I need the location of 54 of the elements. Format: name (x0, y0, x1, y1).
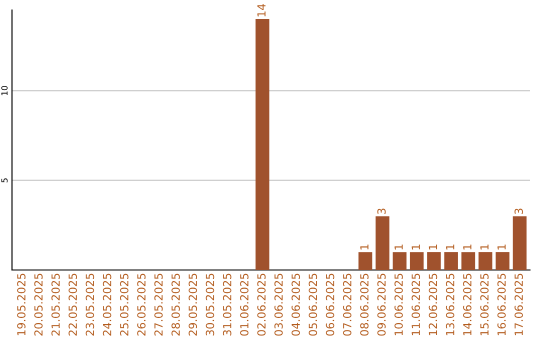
x-tick-label: 03.06.2025 (274, 274, 283, 336)
x-tick-label: 28.05.2025 (171, 274, 180, 336)
bar (376, 216, 390, 270)
x-tick-label: 13.06.2025 (446, 274, 454, 336)
y-tick-label: 10 (1, 86, 8, 96)
x-tick-label: 16.06.2025 (497, 274, 506, 336)
x-tick-label: 31.05.2025 (222, 274, 232, 336)
x-tick-label: 29.05.2025 (188, 274, 198, 336)
x-tick-label: 17.06.2025 (514, 274, 523, 336)
data-label: 1 (480, 244, 488, 250)
x-tick-label: 11.06.2025 (412, 274, 420, 336)
x-tick-label: 19.05.2025 (17, 274, 26, 336)
x-tick-label: 30.05.2025 (206, 274, 214, 336)
x-tick-label: 14.06.2025 (463, 274, 472, 336)
x-tick-label: 24.05.2025 (102, 274, 112, 336)
x-tick-label: 23.05.2025 (86, 274, 94, 336)
data-label: 1 (412, 244, 420, 250)
bar (410, 252, 424, 270)
data-label: 1 (428, 244, 438, 250)
data-label: 1 (360, 244, 368, 250)
data-label: 1 (498, 244, 506, 250)
data-label: 14 (257, 4, 266, 16)
bar (444, 252, 458, 270)
x-tick-label: 25.05.2025 (120, 274, 128, 336)
x-tick-label: 21.05.2025 (51, 274, 60, 336)
x-tick-label: 26.05.2025 (137, 274, 146, 336)
bar (427, 252, 441, 270)
data-label: 1 (446, 244, 454, 250)
bar (256, 18, 270, 270)
y-tick-label: 5 (1, 178, 8, 182)
x-tick-label: 09.06.2025 (377, 274, 386, 336)
data-label: 3 (514, 208, 523, 214)
x-tick-label: 20.05.2025 (34, 274, 43, 336)
x-tick-label: 27.05.2025 (154, 274, 163, 336)
x-tick-label: 07.06.2025 (343, 274, 352, 336)
data-label: 3 (377, 208, 386, 214)
x-tick-label: 05.06.2025 (308, 274, 318, 336)
x-tick-label: 10.06.2025 (394, 274, 403, 336)
x-tick-label: 02.06.2025 (257, 274, 266, 336)
bar (478, 252, 492, 270)
data-label: 1 (394, 244, 403, 250)
bar (358, 252, 372, 270)
bar (512, 216, 527, 270)
x-tick-label: 01.06.2025 (240, 274, 248, 336)
x-tick-label: 15.06.2025 (480, 274, 489, 336)
x-tick-label: 12.06.2025 (428, 274, 438, 336)
x-tick-label: 06.06.2025 (326, 274, 334, 336)
x-tick-label: 22.05.2025 (68, 274, 77, 336)
bar (496, 252, 510, 270)
bar (392, 252, 407, 270)
x-tick-label: 04.06.2025 (292, 274, 300, 336)
data-label: 1 (463, 244, 472, 250)
bar (461, 252, 476, 270)
x-tick-label: 08.06.2025 (360, 274, 369, 336)
